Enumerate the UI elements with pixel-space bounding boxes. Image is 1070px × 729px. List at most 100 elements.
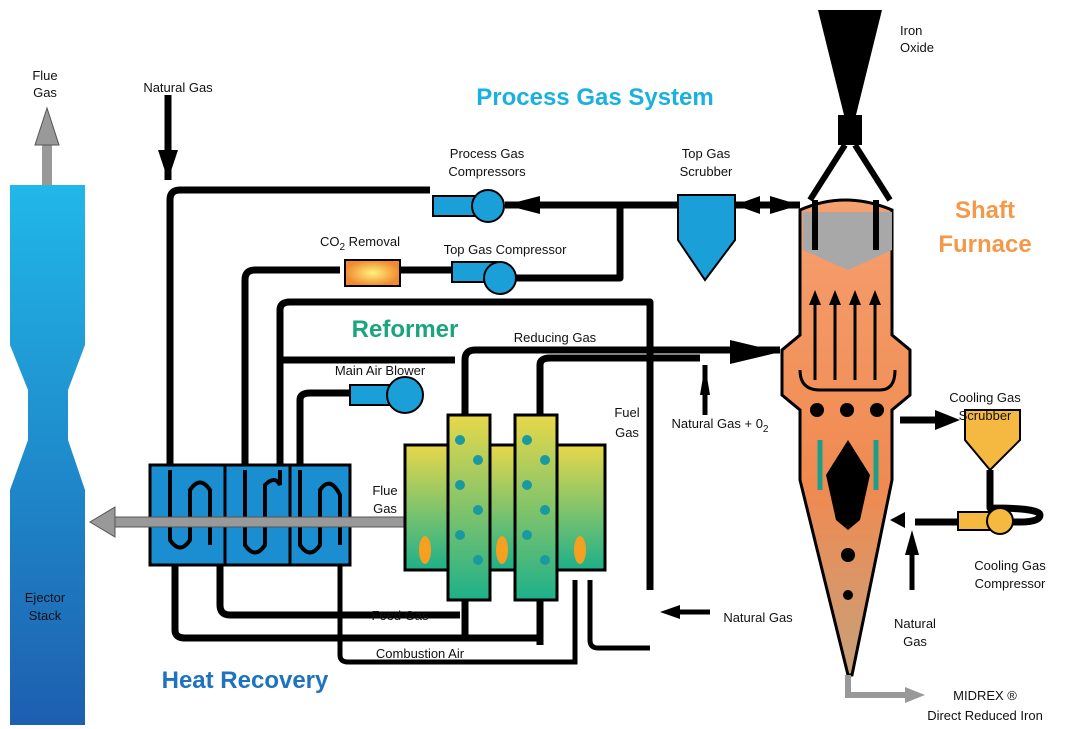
label: Gas <box>615 425 639 440</box>
shape-group <box>809 290 884 600</box>
shape <box>223 463 292 567</box>
shape <box>574 536 586 564</box>
shape <box>838 115 862 145</box>
shape <box>540 505 550 515</box>
shape <box>34 106 60 146</box>
shape <box>455 435 465 445</box>
shape <box>496 536 508 564</box>
shape <box>216 565 460 619</box>
shape <box>870 403 884 417</box>
shape <box>849 290 861 305</box>
label: Feed Gas <box>371 608 429 623</box>
shape <box>455 480 465 490</box>
shape <box>829 290 841 305</box>
label: Fuel <box>614 405 639 420</box>
section-title: Reformer <box>352 316 459 343</box>
shape <box>109 516 411 528</box>
shape <box>845 675 905 698</box>
label: Removal <box>345 234 400 249</box>
label: Top Gas Compressor <box>444 242 567 257</box>
shape <box>89 506 116 538</box>
section-title: Furnace <box>938 231 1031 258</box>
label: Main Air Blower <box>335 363 426 378</box>
shape <box>843 590 853 600</box>
shape <box>446 413 492 602</box>
label: Fuel Gas <box>614 405 639 440</box>
shape <box>540 555 550 565</box>
label: CO <box>320 234 340 249</box>
label: Reducing Gas <box>514 330 597 345</box>
shape <box>473 455 483 465</box>
shape <box>803 212 892 270</box>
shape <box>522 480 532 490</box>
shape <box>276 298 654 590</box>
shape <box>483 261 517 295</box>
label: Cooling Gas Compressor <box>974 558 1046 591</box>
label: Flue <box>32 68 57 83</box>
label: 2 <box>763 424 769 435</box>
shape <box>42 140 52 185</box>
shape <box>869 290 881 305</box>
label: Top Gas Scrubber <box>680 146 733 179</box>
shape <box>243 470 282 555</box>
label: Iron Oxide <box>900 23 934 55</box>
shape <box>812 200 879 250</box>
shape <box>890 512 905 528</box>
label: Iron <box>900 23 922 38</box>
shape <box>780 198 912 677</box>
label: Combustion Air <box>376 646 465 661</box>
shape <box>473 555 483 565</box>
shape <box>840 403 854 417</box>
label: Natural Gas + 02 <box>672 416 769 435</box>
shape <box>344 259 401 287</box>
shape <box>513 413 559 602</box>
label: Natural Gas <box>894 616 936 649</box>
shape <box>386 376 424 414</box>
label: Oxide <box>900 40 934 55</box>
shape <box>818 10 882 115</box>
label: MIDREX ® Direct Reduced Iron <box>927 688 1043 723</box>
shape <box>10 185 85 725</box>
label: Natural Gas <box>143 80 213 95</box>
shape <box>241 266 340 470</box>
label: Process Gas <box>450 146 525 161</box>
shape <box>677 194 736 282</box>
label: Gas <box>903 634 927 649</box>
label: Natural Gas <box>723 610 793 625</box>
shape <box>964 409 1021 472</box>
label: 2 <box>340 242 346 253</box>
shape <box>536 354 700 645</box>
shape <box>905 530 919 555</box>
shape <box>935 410 960 430</box>
shape <box>296 389 350 470</box>
shape <box>505 196 540 214</box>
label: Scrubber <box>680 164 733 179</box>
shape <box>813 300 877 380</box>
label: Compressor <box>975 576 1046 591</box>
shape <box>455 530 465 540</box>
label: Stack <box>29 608 62 623</box>
shape <box>810 403 824 417</box>
shape <box>660 605 680 619</box>
section-title: Shaft Furnace <box>938 197 1031 258</box>
shape <box>587 580 650 651</box>
label: Cooling Gas Scrubber <box>949 390 1021 423</box>
shape <box>419 536 431 564</box>
label: Scrubber <box>959 408 1012 423</box>
shape <box>905 687 925 703</box>
label: Natural <box>894 616 936 631</box>
shape <box>735 196 760 214</box>
shape <box>522 435 532 445</box>
label: Flue Gas <box>372 483 397 516</box>
shape <box>817 440 879 490</box>
label: MIDREX ® <box>953 688 1017 703</box>
label: Ejector <box>25 590 66 605</box>
shape <box>809 290 821 305</box>
label: Natural Gas + 0 <box>672 416 763 431</box>
label: Process Gas Compressors <box>448 146 526 179</box>
label: Ejector Stack <box>25 590 66 623</box>
shape-group <box>419 536 586 564</box>
label: Compressors <box>448 164 526 179</box>
shape-group <box>798 300 897 392</box>
